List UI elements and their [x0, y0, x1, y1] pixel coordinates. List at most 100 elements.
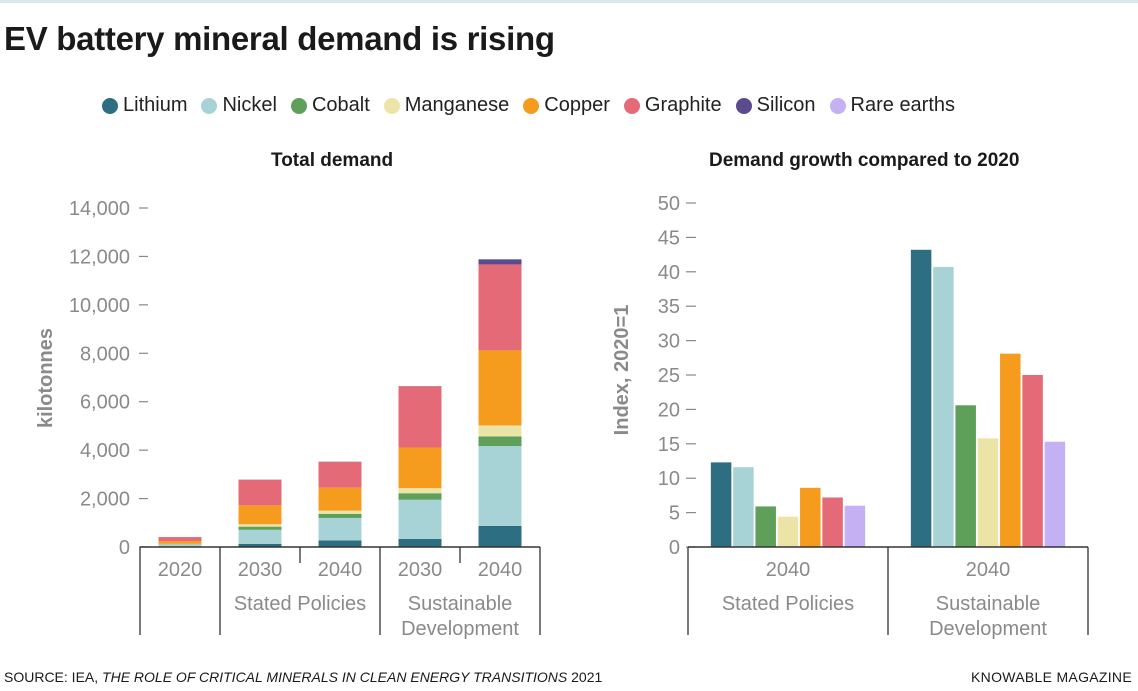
legend-label: Lithium — [123, 94, 188, 116]
x-tick-label: 2030 — [238, 559, 283, 581]
x-tick-label: 2040 — [766, 559, 811, 581]
legend-label: Silicon — [756, 94, 816, 116]
legend-swatch — [735, 97, 752, 114]
y-tick-label: 15 — [658, 434, 680, 456]
y-tick-label: 14,000 — [69, 198, 130, 220]
bar-segment-cobalt — [478, 436, 522, 447]
bar-lithium — [710, 462, 732, 547]
x-tick-label: 2040 — [318, 559, 363, 581]
y-tick-label: 2,000 — [80, 489, 130, 511]
bar-rare-earths — [844, 505, 866, 547]
total-demand-chart: 0 2,000 4,000 6,000 8,000 10,000 12,000 14,000 k… — [35, 198, 541, 640]
bar-segment-copper — [238, 505, 282, 525]
x-tick-label: 2030 — [398, 559, 443, 581]
bar-segment-nickel — [478, 446, 522, 526]
bar-segment-graphite — [478, 264, 522, 351]
demand-growth-chart: 0 5 10 15 20 25 30 35 40 45 50 Index, 2020=1 2040 Sta… — [611, 193, 1089, 640]
bar-segment-manganese — [238, 524, 282, 527]
legend-swatch — [829, 97, 846, 114]
legend-label: Rare earths — [850, 94, 956, 116]
y-tick-label: 10 — [658, 468, 680, 490]
bar-segment-manganese — [318, 510, 362, 514]
bar-segment-silicon — [478, 259, 522, 265]
legend-swatch — [102, 97, 118, 114]
legend-swatch — [523, 97, 540, 114]
y-tick-label: 0 — [119, 537, 130, 559]
x-tick-label: 2020 — [158, 559, 203, 581]
source-suffix: 2021 — [567, 669, 603, 685]
y-tick-label: 50 — [658, 193, 680, 215]
y-tick-label: 25 — [658, 365, 680, 387]
bar-segment-copper — [158, 541, 202, 544]
group-label: Stated Policies — [722, 593, 854, 615]
x-tick-label: 2040 — [966, 559, 1011, 581]
bar-segment-copper — [398, 447, 442, 489]
y-tick-label: 0 — [669, 537, 680, 559]
bar-segment-cobalt — [398, 493, 442, 500]
y-tick-label: 30 — [658, 331, 680, 353]
group-label: Development — [401, 618, 519, 640]
bar-segment-cobalt — [318, 513, 362, 518]
source-prefix: SOURCE: IEA, — [4, 669, 103, 685]
legend-item-copper: Copper — [523, 94, 610, 117]
y-axis-label: kilotonnes — [35, 328, 57, 428]
bar-segment-lithium — [398, 539, 442, 547]
legend-item-nickel: Nickel — [201, 94, 277, 117]
y-axis-label: Index, 2020=1 — [611, 305, 633, 436]
bar-lithium — [910, 249, 932, 547]
group-label: Development — [929, 618, 1047, 640]
bar-graphite — [822, 497, 843, 547]
source-title: THE ROLE OF CRITICAL MINERALS IN CLEAN E… — [102, 669, 568, 685]
chart-title-total: Total demand — [271, 150, 394, 171]
page-title: EV battery mineral demand is rising — [4, 20, 555, 57]
bar-nickel — [933, 266, 954, 547]
bar-copper — [1000, 353, 1021, 547]
bar-manganese — [977, 438, 999, 547]
legend-item-rare-earths: Rare earths — [829, 94, 956, 117]
bar-segment-manganese — [398, 488, 442, 494]
bar-segment-graphite — [318, 462, 362, 488]
bar-segment-lithium — [238, 543, 282, 547]
legend-swatch — [623, 97, 640, 114]
legend-swatch — [201, 97, 218, 114]
legend-item-manganese: Manganese — [383, 94, 510, 117]
legend-item-graphite: Graphite — [623, 94, 722, 117]
bar-segment-lithium — [318, 540, 362, 547]
y-tick-label: 5 — [669, 503, 680, 525]
y-tick-label: 45 — [658, 227, 680, 249]
y-tick-label: 35 — [658, 296, 680, 318]
bar-segment-graphite — [158, 537, 202, 542]
legend-swatch — [383, 97, 400, 114]
legend-label: Copper — [544, 94, 610, 116]
legend-item-silicon: Silicon — [735, 94, 816, 117]
bar-cobalt — [755, 506, 776, 547]
legend-label: Cobalt — [311, 94, 370, 116]
y-tick-label: 6,000 — [80, 392, 130, 414]
y-tick-label: 4,000 — [80, 440, 130, 462]
y-tick-label: 20 — [658, 399, 680, 421]
legend-swatch — [290, 97, 307, 114]
legend-label: Nickel — [222, 94, 277, 116]
bar-rare-earths — [1044, 441, 1066, 547]
y-tick-label: 8,000 — [80, 343, 130, 365]
group-label: Stated Policies — [234, 593, 366, 615]
bar-segment-graphite — [238, 479, 282, 506]
bar-segment-cobalt — [238, 526, 282, 530]
y-tick-label: 12,000 — [69, 246, 130, 268]
group-label: Sustainable — [936, 593, 1041, 615]
bar-graphite — [1022, 375, 1043, 547]
bar-copper — [800, 487, 821, 547]
bar-cobalt — [955, 405, 976, 547]
bar-segment-graphite — [398, 386, 442, 448]
y-tick-label: 10,000 — [69, 295, 130, 317]
brand-label: KNOWABLE MAGAZINE — [971, 669, 1132, 685]
legend-item-cobalt: Cobalt — [290, 94, 370, 117]
bar-segment-copper — [478, 350, 522, 426]
group-label: Sustainable — [408, 593, 513, 615]
legend: Lithium Nickel Cobalt Manganese Copper Graphi… — [102, 94, 969, 117]
bar-segment-copper — [318, 487, 362, 511]
source-note: SOURCE: IEA, THE ROLE OF CRITICAL MINERA… — [4, 669, 602, 685]
top-rule — [0, 0, 1138, 3]
chart-title-growth: Demand growth compared to 2020 — [709, 150, 1020, 171]
legend-label: Manganese — [404, 94, 510, 116]
